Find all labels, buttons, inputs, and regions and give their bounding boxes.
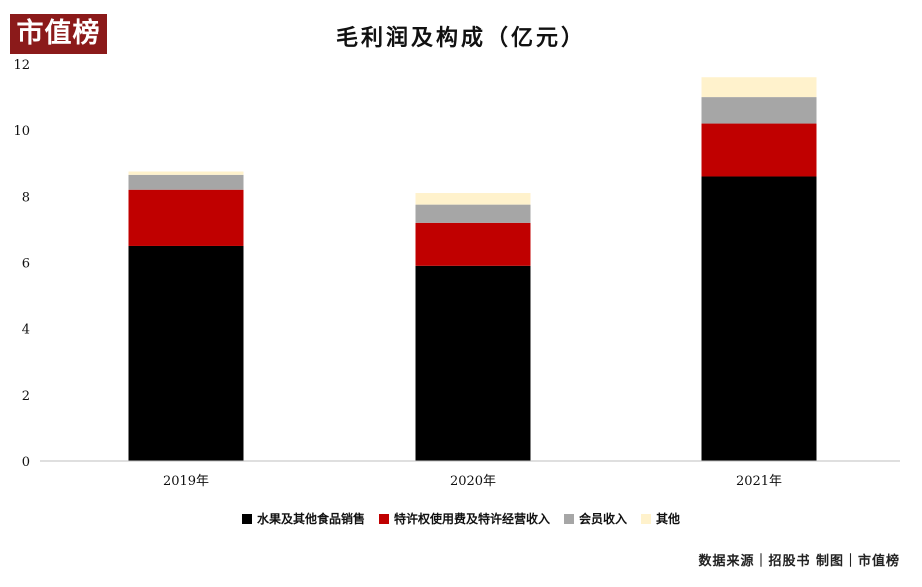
legend-swatch — [564, 513, 574, 524]
legend-label: 水果及其他食品销售 — [256, 512, 365, 526]
legend-label: 特许权使用费及特许经营收入 — [393, 512, 550, 526]
legend-item: 会员收入 — [564, 510, 627, 527]
bar-segment-1 — [701, 176, 817, 461]
x-tick-label: 2019年 — [163, 474, 209, 489]
legend-item: 其他 — [641, 510, 680, 527]
bar-segment-2 — [128, 189, 244, 246]
bar-segment-3 — [415, 204, 531, 223]
bar-segment-2 — [701, 123, 817, 177]
source-note: 数据来源｜招股书 制图｜市值榜 — [698, 554, 900, 569]
y-tick-label: 6 — [22, 257, 30, 272]
bar-segment-4 — [128, 171, 244, 175]
legend-swatch — [641, 513, 652, 524]
bar-segment-4 — [415, 193, 531, 205]
chart-title: 毛利润及构成（亿元） — [335, 26, 586, 51]
y-tick-label: 2 — [22, 389, 30, 404]
y-tick-label: 4 — [22, 323, 30, 338]
y-tick-label: 8 — [22, 190, 30, 205]
bar-segment-3 — [128, 174, 244, 190]
brand-logo: 市值榜 — [10, 14, 107, 54]
legend-swatch — [241, 513, 252, 524]
legend-item: 水果及其他食品销售 — [241, 510, 365, 527]
bar-segment-2 — [415, 222, 531, 266]
bar-segment-1 — [128, 245, 244, 461]
chart-legend: 水果及其他食品销售 特许权使用费及特许经营收入 会员收入 其他 — [0, 510, 922, 527]
x-tick-label: 2020年 — [450, 474, 496, 489]
y-tick-label: 12 — [13, 58, 30, 73]
x-tick-label: 2021年 — [736, 474, 782, 489]
y-tick-label: 10 — [13, 124, 30, 139]
legend-item: 特许权使用费及特许经营收入 — [378, 510, 550, 527]
bar-segment-4 — [701, 77, 817, 98]
bar-segment-1 — [415, 265, 531, 461]
legend-label: 其他 — [656, 512, 681, 526]
legend-label: 会员收入 — [579, 512, 628, 526]
y-tick-label: 0 — [22, 455, 30, 470]
legend-swatch — [378, 513, 389, 524]
bar-segment-3 — [701, 97, 817, 124]
